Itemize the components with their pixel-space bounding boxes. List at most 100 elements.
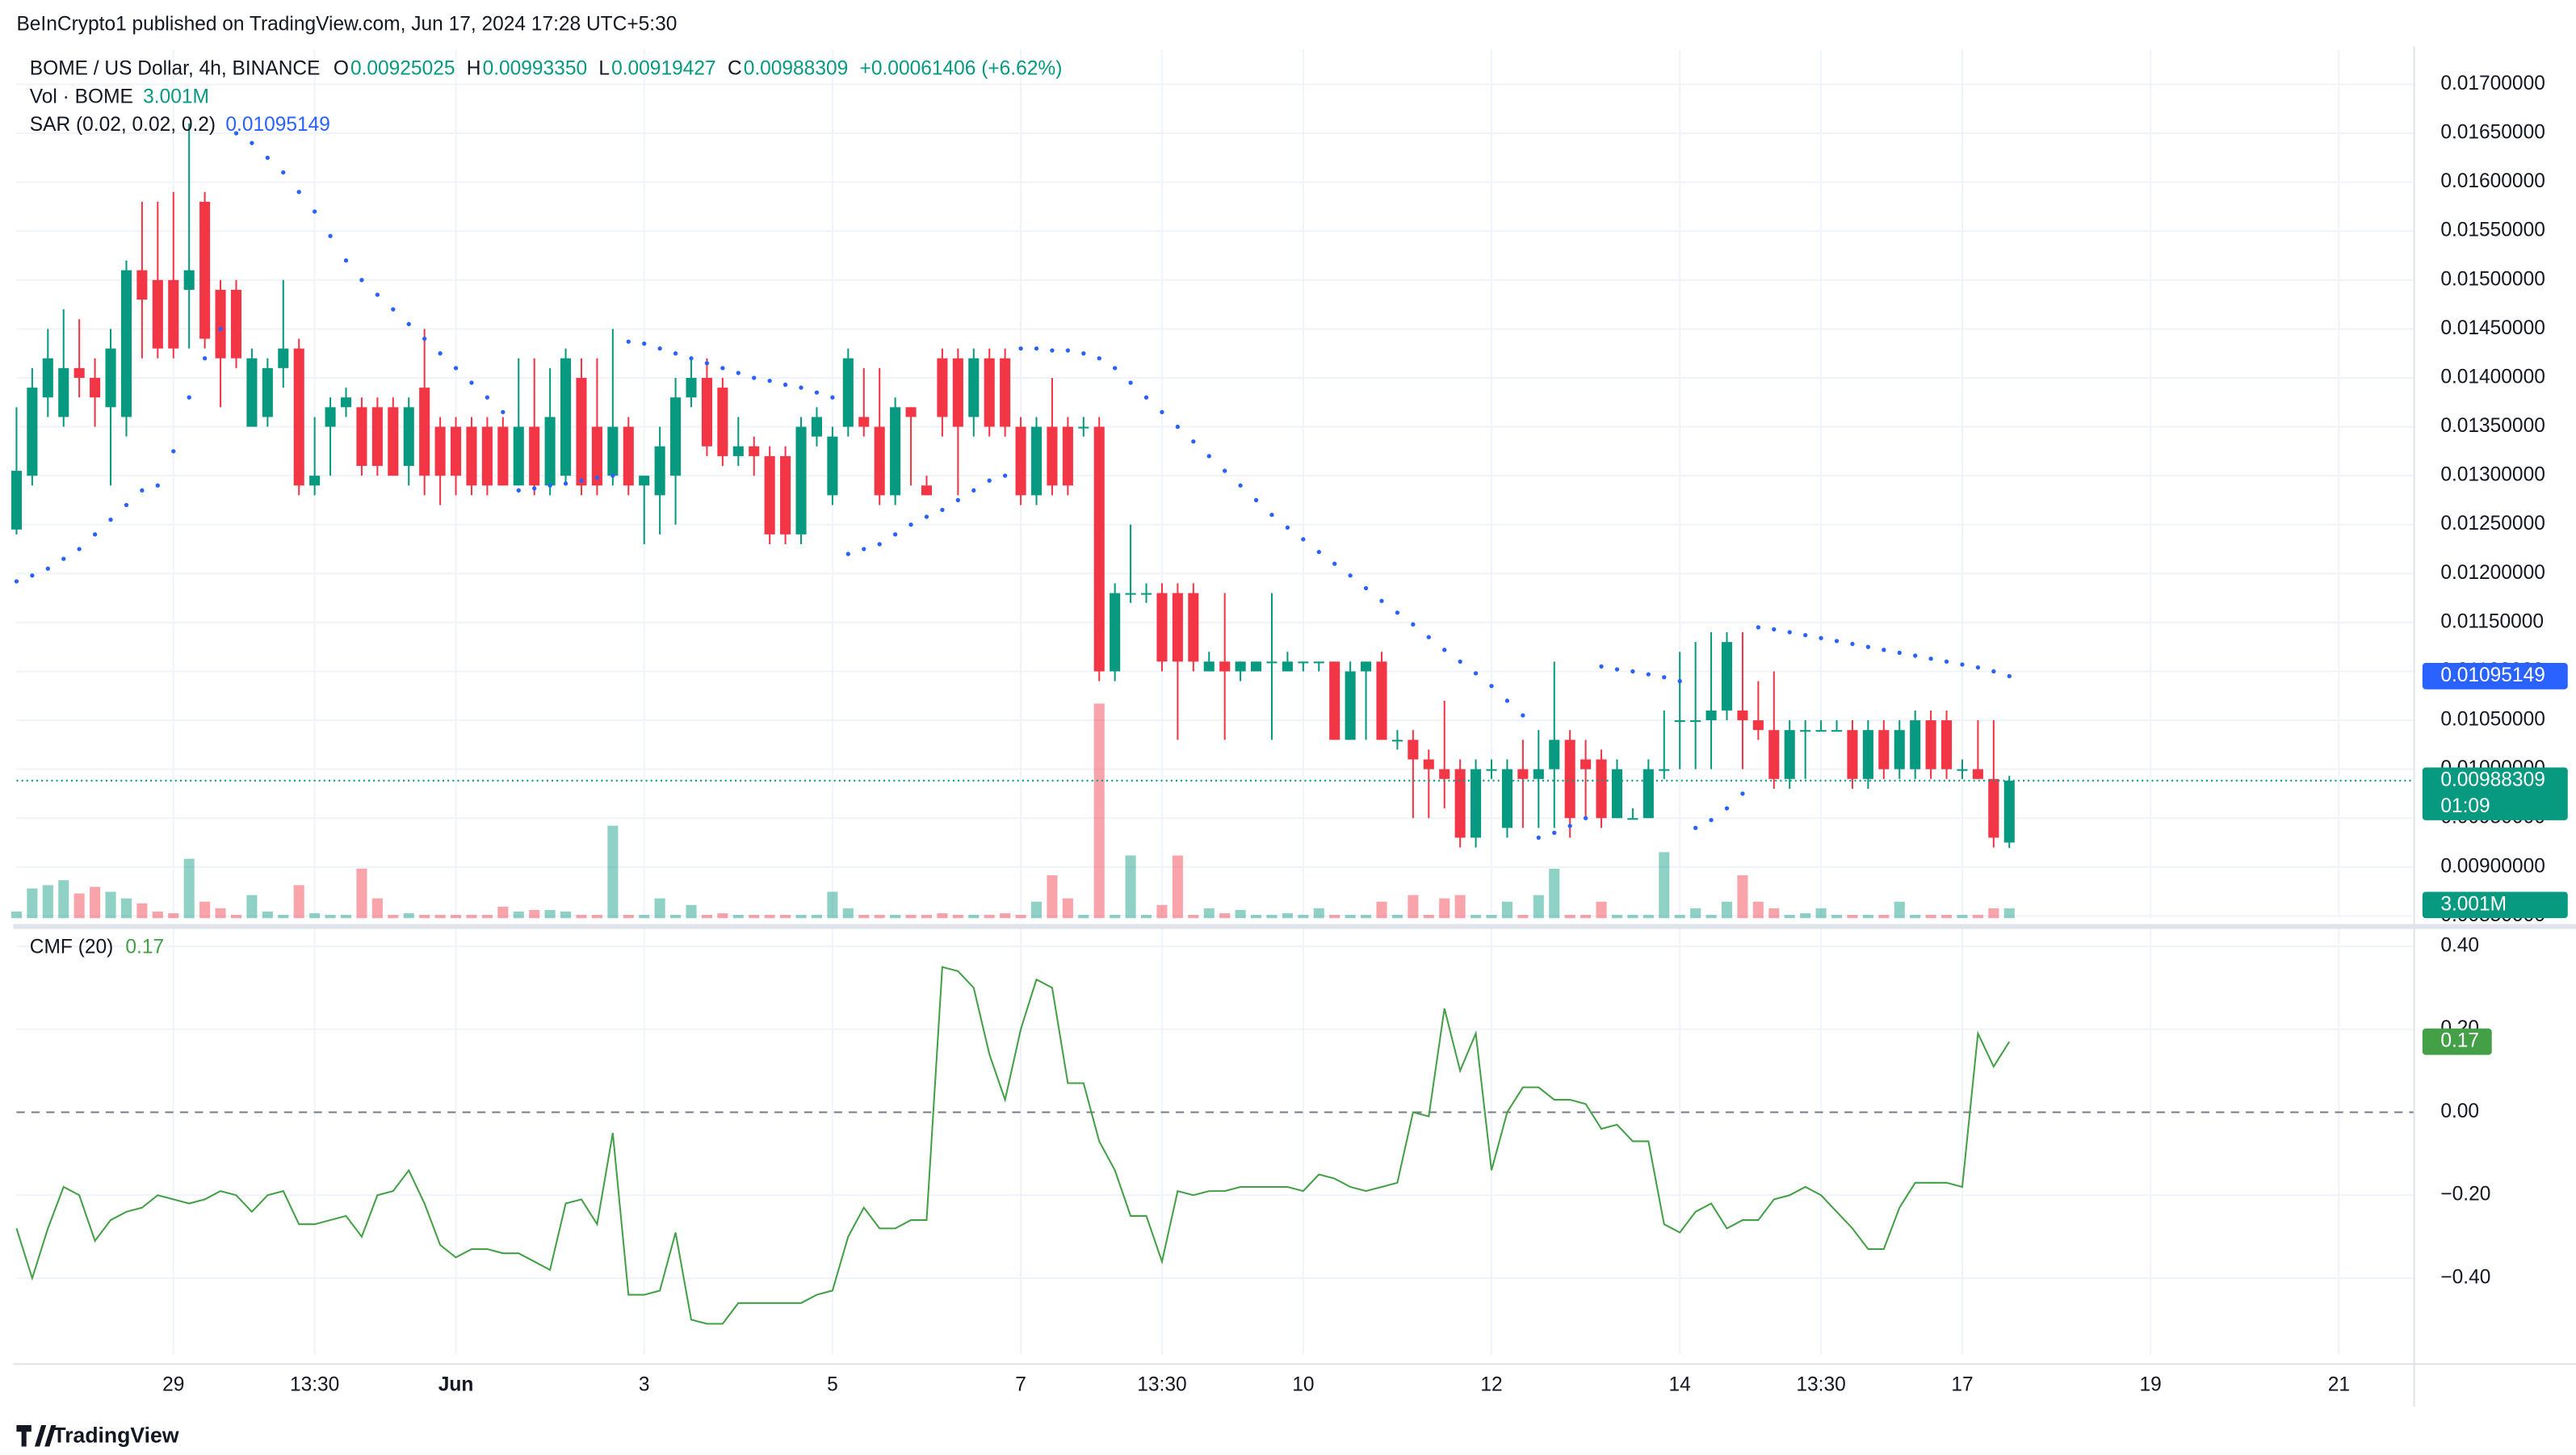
volume-bar — [842, 908, 854, 919]
sar-dot — [218, 326, 223, 332]
volume-bar — [1203, 908, 1215, 919]
candle-body — [246, 358, 258, 427]
sar-dot — [532, 486, 537, 491]
candle-body — [10, 471, 22, 530]
close-label: 0.00988309 — [2440, 769, 2545, 790]
candle-body — [168, 279, 179, 349]
volume-bar — [686, 904, 697, 919]
sar-dot — [375, 292, 380, 297]
candle-body — [1564, 740, 1575, 819]
volume-bar — [293, 885, 304, 919]
volume-bar — [325, 915, 336, 919]
ohlc-letter: O — [334, 58, 349, 80]
candle-body — [1391, 740, 1403, 742]
sar-dot — [1411, 622, 1416, 627]
sar-dot — [1175, 424, 1181, 430]
volume-bar — [1815, 908, 1827, 919]
sar-dot — [1944, 659, 1949, 665]
candle-body — [434, 426, 446, 476]
candle-body — [1690, 720, 1701, 723]
sar-dot — [359, 278, 364, 283]
candle-body — [576, 377, 587, 486]
sar-dot — [1113, 366, 1118, 371]
candle-body — [1110, 593, 1121, 672]
volume-bar — [1972, 915, 1983, 919]
footer-text: TradingView — [52, 1423, 178, 1447]
sar-legend-value: 0.01095149 — [225, 114, 330, 136]
sar-dot — [202, 356, 208, 361]
sar-dot — [171, 449, 176, 454]
sar-dot — [1034, 346, 1039, 351]
candle-body — [1501, 769, 1512, 828]
candle-body — [749, 446, 760, 456]
sar-dot — [814, 390, 820, 395]
candle-body — [513, 426, 524, 486]
sar-dot — [265, 155, 271, 161]
volume-bar — [1533, 895, 1544, 919]
cmf-box — [2422, 1028, 2492, 1055]
candle-body — [1784, 730, 1795, 779]
volume-bar — [1862, 915, 1873, 919]
candle-body — [1156, 593, 1168, 662]
cmf-tick-label: 0.00 — [2440, 1101, 2479, 1122]
candle-body — [1878, 730, 1890, 769]
volume-bar — [1643, 915, 1654, 919]
candle-body — [230, 289, 242, 359]
sar-dot — [343, 258, 349, 263]
sar-dot — [281, 170, 286, 175]
volume-bar — [952, 915, 963, 919]
sar-dot — [1395, 610, 1400, 615]
sar-dot — [862, 547, 866, 551]
ohlc-value: 0.00993350 — [483, 58, 588, 80]
candle-body — [340, 397, 352, 408]
volume-bar — [1391, 915, 1403, 919]
volume-bar — [356, 868, 367, 919]
volume-bar — [199, 901, 211, 919]
sar-dot — [1662, 675, 1667, 680]
candle-body — [1910, 720, 1921, 769]
y-tick-label: 0.00900000 — [2440, 855, 2545, 877]
x-tick-label: 10 — [1292, 1373, 1314, 1395]
sar-dot — [312, 209, 317, 214]
volume-bar — [27, 888, 38, 919]
sar-label: 0.01095149 — [2440, 665, 2545, 686]
sar-dot — [1348, 573, 1353, 578]
sar-dot — [1002, 473, 1008, 478]
y-tick-label: 0.01050000 — [2440, 709, 2545, 731]
candle-body — [686, 377, 697, 398]
candle-body — [1972, 769, 1983, 779]
volume-bar — [905, 915, 917, 919]
sar-dot — [1143, 395, 1149, 400]
candle-body — [544, 417, 556, 486]
volume-bar — [937, 913, 948, 919]
sar-dot — [14, 579, 19, 584]
candle-body — [921, 485, 933, 496]
sar-dot — [453, 366, 459, 371]
sar-dot — [1834, 639, 1840, 644]
x-tick-label: 29 — [162, 1373, 184, 1395]
volume-bar — [388, 915, 399, 919]
volume-bar — [1423, 915, 1434, 919]
y-tick-label: 0.01150000 — [2440, 610, 2544, 632]
volume-bar — [58, 880, 69, 919]
volume-bar — [1659, 852, 1670, 919]
sar-dot — [1709, 817, 1714, 823]
volume-bar — [183, 858, 195, 919]
volume-bar — [42, 885, 53, 919]
volume-bar — [984, 915, 995, 919]
volume-bar — [168, 913, 179, 919]
candle-body — [1737, 710, 1748, 721]
candle-body — [1940, 720, 1953, 769]
candle-body — [73, 367, 85, 378]
candle-body — [1957, 769, 1968, 771]
sar-dot — [108, 518, 113, 522]
sar-dot — [1285, 525, 1290, 530]
candle-body — [388, 407, 399, 476]
volume-bar — [262, 912, 273, 919]
candle-body — [215, 289, 226, 359]
volume-bar — [1988, 908, 1999, 919]
volume-bar — [1940, 915, 1953, 919]
sar-dot — [892, 532, 898, 537]
candle-body — [27, 388, 38, 476]
